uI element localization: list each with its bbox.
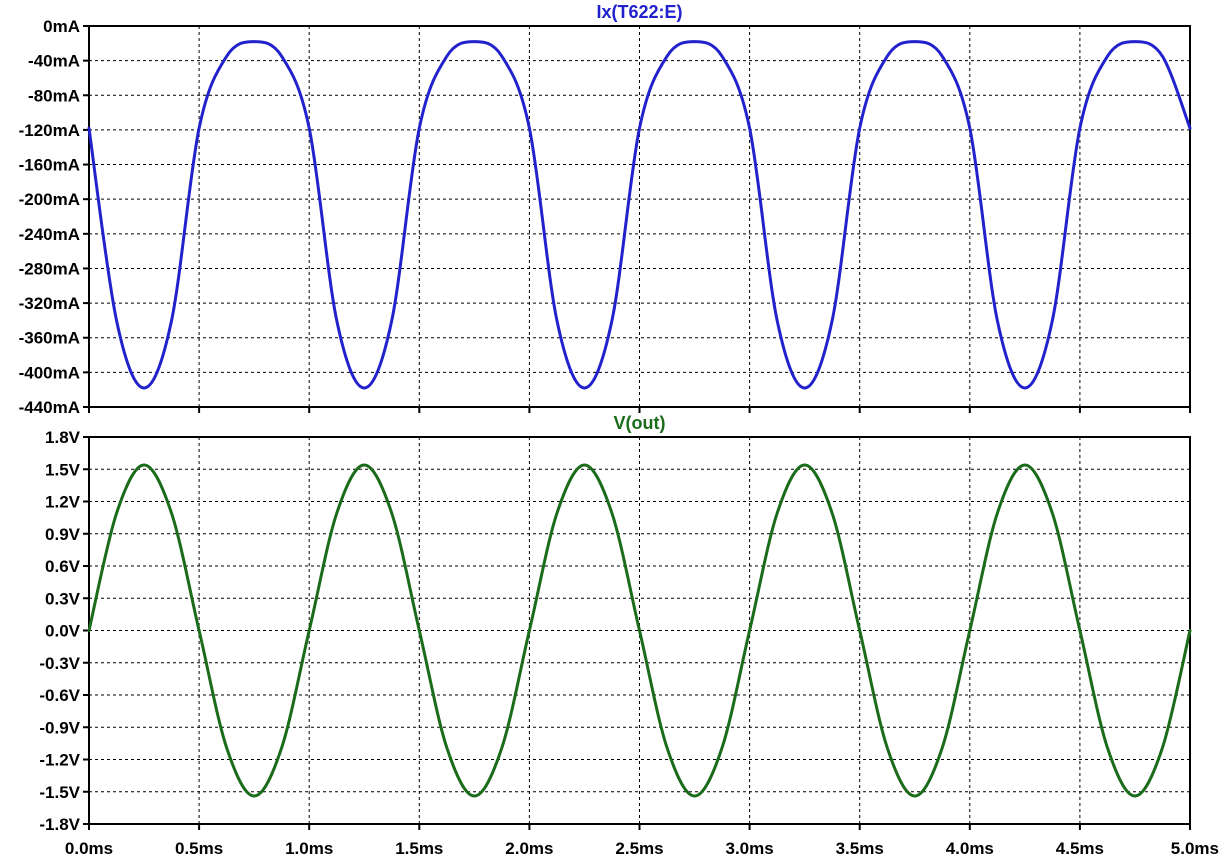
voltage-y-tick-label-7: -0.3V — [39, 654, 80, 673]
current-y-tick-label-2: -80mA — [28, 86, 80, 105]
voltage-x-tick-label-6: 3.0ms — [725, 839, 773, 858]
voltage-y-tick-label-4: 0.6V — [45, 557, 81, 576]
voltage-x-tick-label-9: 4.5ms — [1056, 839, 1104, 858]
current-panel: Ix(T622:E) 0mA -40mA -80mA -120mA -160mA -200m… — [19, 2, 1192, 417]
voltage-y-tick-label-1: 1.5V — [45, 460, 81, 479]
voltage-y-tick-label-0: 1.8V — [45, 428, 81, 447]
voltage-x-tick-label-4: 2.0ms — [505, 839, 553, 858]
voltage-x-tick-label-8: 4.0ms — [946, 839, 994, 858]
current-plot-frame — [88, 25, 1191, 408]
current-y-tick-label-5: -200mA — [19, 190, 80, 209]
current-y-tick-label-7: -280mA — [19, 259, 80, 278]
current-y-tick-label-10: -400mA — [19, 363, 80, 382]
voltage-x-tick-label-3: 1.5ms — [395, 839, 443, 858]
voltage-x-tick-label-0: 0.0ms — [65, 839, 113, 858]
current-y-tick-label-1: -40mA — [28, 52, 80, 71]
voltage-y-tick-label-2: 1.2V — [45, 493, 81, 512]
current-y-tick-label-8: -320mA — [19, 294, 80, 313]
voltage-y-tick-label-12: -1.8V — [39, 815, 80, 834]
current-series-line-0 — [87, 40, 1192, 390]
current-y-tick-label-6: -240mA — [19, 225, 80, 244]
current-y-tick-label-0: 0mA — [43, 17, 80, 36]
current-y-tick-label-3: -120mA — [19, 121, 80, 140]
voltage-y-tick-label-11: -1.5V — [39, 783, 80, 802]
voltage-panel: V(out) 1.8V 1.5V 1.2V 0.9V 0.6V 0.3V 0.0V -0.3V -… — [39, 413, 1219, 858]
current-y-tick-label-4: -160mA — [19, 156, 80, 175]
voltage-y-tick-label-3: 0.9V — [45, 525, 81, 544]
voltage-x-tick-label-2: 1.0ms — [285, 839, 333, 858]
voltage-series-line-0 — [87, 463, 1192, 798]
voltage-x-tick-label-1: 0.5ms — [175, 839, 223, 858]
voltage-y-tick-label-9: -0.9V — [39, 718, 80, 737]
voltage-x-tick-label-7: 3.5ms — [836, 839, 884, 858]
voltage-y-tick-label-6: 0.0V — [45, 622, 81, 641]
current-y-tick-label-9: -360mA — [19, 329, 80, 348]
voltage-y-tick-label-5: 0.3V — [45, 589, 81, 608]
current-title: Ix(T622:E) — [596, 2, 682, 22]
voltage-title: V(out) — [614, 413, 666, 433]
voltage-x-tick-label-10: 5.0ms — [1171, 839, 1219, 858]
voltage-x-tick-label-5: 2.5ms — [615, 839, 663, 858]
voltage-y-tick-label-10: -1.2V — [39, 751, 80, 770]
current-y-tick-label-11: -440mA — [19, 398, 80, 417]
voltage-y-tick-label-8: -0.6V — [39, 686, 80, 705]
